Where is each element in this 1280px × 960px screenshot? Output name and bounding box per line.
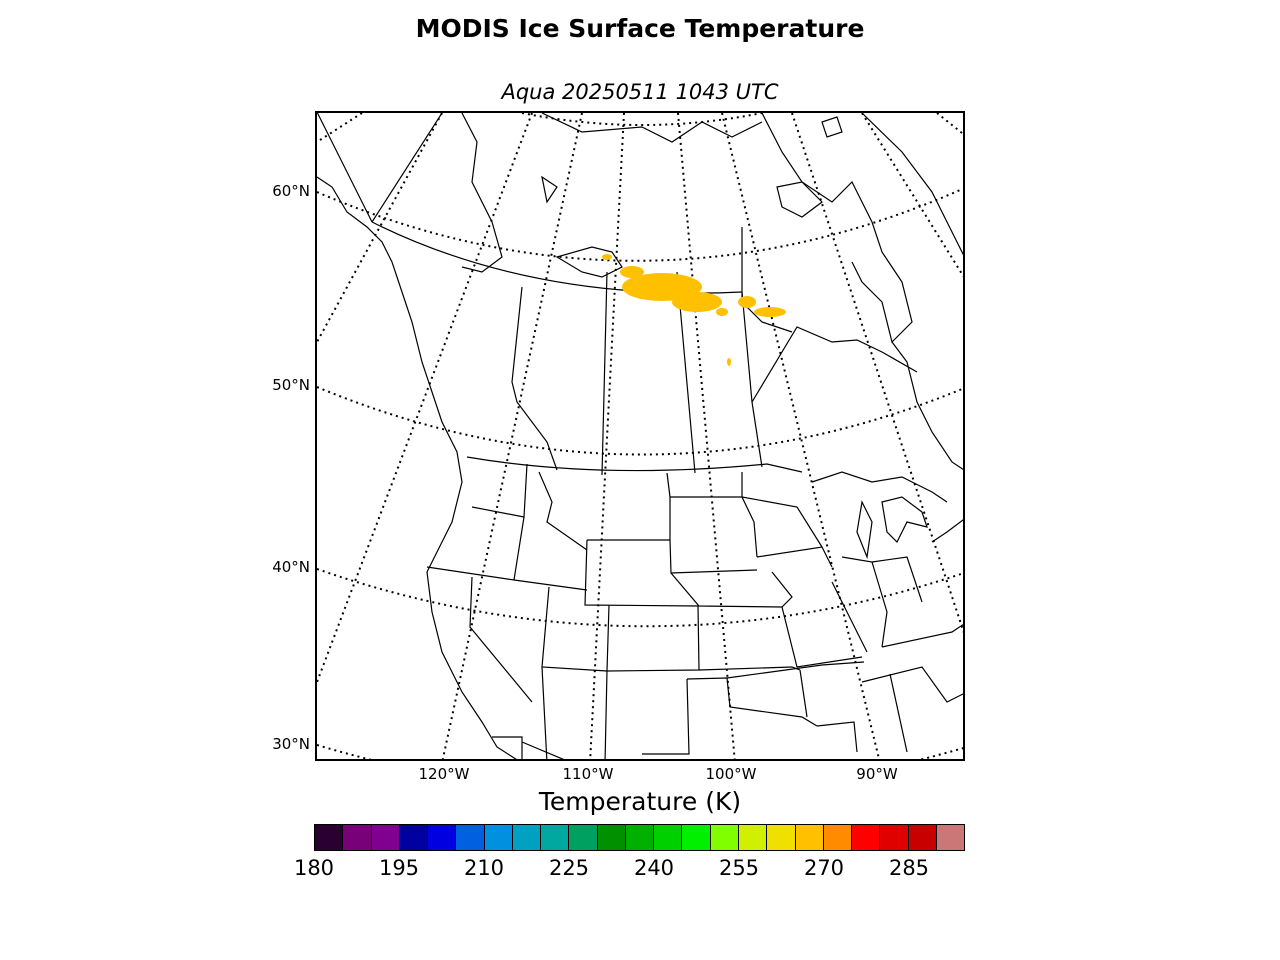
colorbar-segment <box>880 825 909 850</box>
latitude-lines <box>317 113 963 759</box>
colorbar-segment <box>428 825 457 850</box>
lat-label-50n: 50°N <box>272 376 310 394</box>
colorbar-segment <box>512 825 542 850</box>
lon-label-120w: 120°W <box>418 765 470 783</box>
colorbar-segment <box>399 825 429 850</box>
lat-label-60n: 60°N <box>272 182 310 200</box>
colorbar-tick: 195 <box>378 856 420 880</box>
figure-title: MODIS Ice Surface Temperature <box>415 14 865 43</box>
parallel-60n <box>317 187 963 262</box>
colorbar-segment <box>456 825 485 850</box>
colorbar-segment <box>315 825 344 850</box>
colorbar-tick: 270 <box>803 856 845 880</box>
map-panel <box>315 111 965 761</box>
colorbar-segment <box>738 825 768 850</box>
colorbar-tick: 255 <box>718 856 760 880</box>
parallel-50n <box>317 386 963 456</box>
colorbar-segment <box>908 825 937 850</box>
colorbar-segment <box>767 825 796 850</box>
lat-label-40n: 40°N <box>272 558 310 576</box>
political-borders <box>317 113 963 759</box>
parallel-70n <box>521 113 763 126</box>
colorbar-segment <box>625 825 655 850</box>
parallel-40n <box>317 568 963 628</box>
colorbar-tick: 180 <box>293 856 335 880</box>
colorbar-segment <box>484 825 513 850</box>
colorbar-segment <box>682 825 711 850</box>
lon-label-110w: 110°W <box>562 765 614 783</box>
colorbar-tick: 210 <box>463 856 505 880</box>
parallel-30n <box>317 744 963 759</box>
lon-label-100w: 100°W <box>705 765 757 783</box>
ice-temperature-points <box>602 254 786 366</box>
colorbar-segment <box>569 825 598 850</box>
colorbar-segment <box>936 825 965 850</box>
colorbar-title: Temperature (K) <box>538 787 742 816</box>
lon-label-90w: 90°W <box>856 765 898 783</box>
colorbar-segment <box>654 825 683 850</box>
longitude-lines <box>317 113 963 759</box>
colorbar-segment <box>541 825 570 850</box>
colorbar-segment <box>710 825 739 850</box>
map-canvas <box>317 113 963 759</box>
colorbar-tick: 240 <box>633 856 675 880</box>
coastlines <box>317 113 963 759</box>
colorbar-segment <box>371 825 400 850</box>
colorbar-segment <box>343 825 372 850</box>
colorbar <box>314 824 965 851</box>
colorbar-segment <box>852 825 881 850</box>
figure-subtitle: Aqua 20250511 1043 UTC <box>501 80 779 104</box>
colorbar-tick: 285 <box>888 856 930 880</box>
colorbar-tick: 225 <box>548 856 590 880</box>
colorbar-segment <box>795 825 824 850</box>
colorbar-segment <box>823 825 853 850</box>
colorbar-segment <box>597 825 626 850</box>
lat-label-30n: 30°N <box>272 735 310 753</box>
